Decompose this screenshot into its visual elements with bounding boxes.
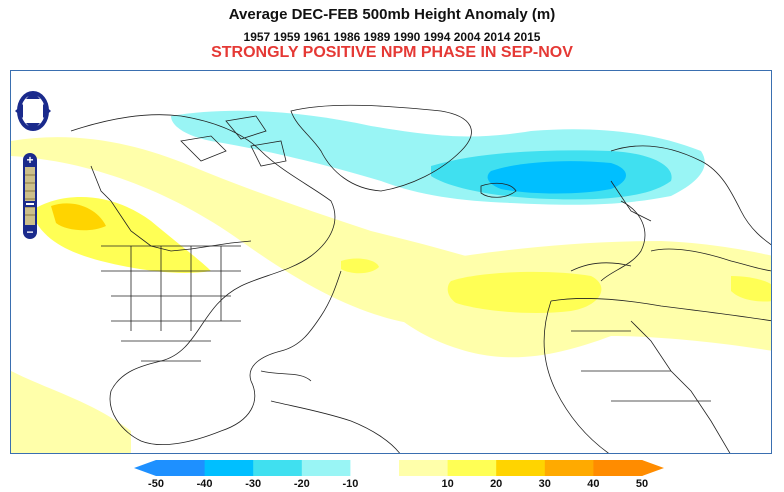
colorbar-tick-label: -40 [196, 478, 213, 490]
pan-control[interactable] [15, 89, 51, 133]
zoom-out-icon: − [26, 225, 33, 239]
colorbar-tick-label: -30 [245, 478, 262, 490]
map-title: Average DEC-FEB 500mb Height Anomaly (m) [228, 6, 556, 23]
colorbar-tick-label: 10 [441, 478, 454, 490]
colorbar-high-extension [642, 460, 664, 476]
pan-right-icon [43, 104, 51, 118]
pan-left-icon [15, 104, 23, 118]
phase-subtitle: STRONGLY POSITIVE NPM PHASE IN SEP-NOV [211, 44, 573, 61]
pan-up-icon [26, 91, 40, 99]
colorbar-segment [156, 460, 206, 476]
coastlines [70, 104, 771, 453]
colorbar-segment [447, 460, 497, 476]
colorbar-tick-label: 40 [587, 478, 600, 490]
colorbar-segment [253, 460, 303, 476]
colorbar-low-extension [134, 460, 156, 476]
colorbar-segment [204, 460, 254, 476]
year-list: 1957 1959 1961 1986 1989 1990 1994 2004 … [243, 30, 541, 44]
colorbar-segment [496, 460, 546, 476]
colorbar-segment [593, 460, 643, 476]
colorbar-tick-label: -50 [148, 478, 164, 490]
colorbar-segment [544, 460, 594, 476]
map-canvas [11, 104, 771, 453]
anomaly-fill [11, 110, 771, 453]
zoom-in-icon: + [26, 153, 33, 167]
colorbar-segment [350, 460, 400, 476]
colorbar-tick-label: -20 [293, 478, 310, 490]
anomaly-map[interactable]: + − [10, 70, 772, 454]
colorbar-segment [399, 460, 449, 476]
zoom-control[interactable]: + − [21, 151, 39, 241]
colorbar [134, 460, 664, 492]
colorbar-tick-label: 30 [538, 478, 551, 490]
colorbar-segment [301, 460, 351, 476]
pan-down-icon [26, 123, 40, 131]
colorbar-tick-label: -10 [342, 478, 359, 490]
colorbar-tick-label: 20 [490, 478, 503, 490]
colorbar-tick-label: 50 [635, 478, 649, 490]
